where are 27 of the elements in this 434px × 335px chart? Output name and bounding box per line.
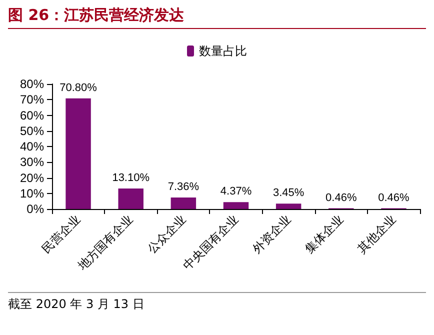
y-tick-label: 50% bbox=[20, 124, 44, 138]
y-tick-label: 10% bbox=[20, 186, 44, 200]
text: 截至 2020 年 3 月 13 日 bbox=[8, 292, 426, 313]
data-label: 7.36% bbox=[168, 181, 200, 193]
y-tick-label: 40% bbox=[20, 140, 44, 154]
y-tick-label: 70% bbox=[20, 92, 44, 107]
bar bbox=[66, 98, 91, 209]
bar bbox=[170, 198, 196, 209]
x-tick-label: 集体企业 bbox=[302, 212, 346, 256]
x-tick-label: 外资企业 bbox=[250, 212, 294, 256]
y-tick-label: 60% bbox=[20, 108, 44, 122]
data-label: 13.10% bbox=[112, 172, 150, 184]
data-label: 3.45% bbox=[272, 187, 304, 200]
x-tick-label: 公众企业 bbox=[144, 212, 188, 256]
chart-title: 图 26：江苏民营经济发达 bbox=[8, 6, 426, 29]
data-label: 0.46% bbox=[326, 192, 357, 204]
bar bbox=[118, 188, 144, 209]
legend-label: 数量占比 bbox=[199, 44, 247, 58]
y-tick-label: 30% bbox=[20, 155, 44, 170]
y-tick-label: 20% bbox=[20, 170, 44, 185]
bar bbox=[276, 204, 302, 209]
data-label: 0.46% bbox=[378, 192, 410, 204]
data-label: 4.37% bbox=[220, 186, 252, 198]
x-tick-label: 其他企业 bbox=[354, 212, 399, 256]
data-label: 70.80% bbox=[60, 82, 98, 94]
y-tick-label: 80% bbox=[20, 77, 44, 91]
bar bbox=[223, 202, 249, 209]
